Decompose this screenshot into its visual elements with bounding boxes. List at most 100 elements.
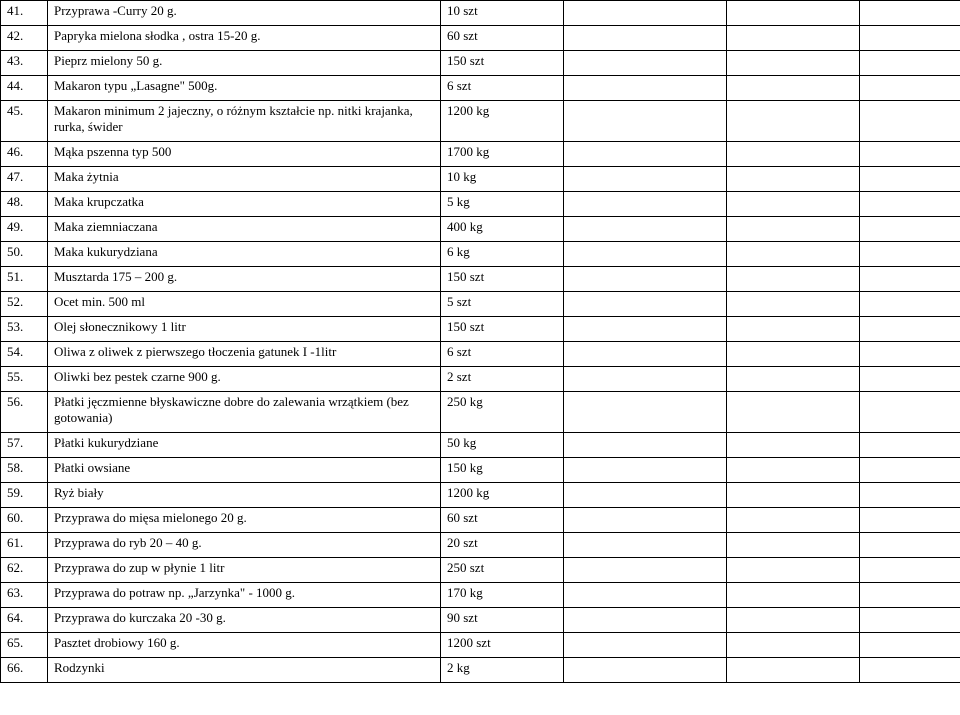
blank-cell (564, 342, 727, 367)
blank-cell (564, 458, 727, 483)
blank-cell (727, 217, 860, 242)
quantity: 150 szt (441, 267, 564, 292)
quantity: 250 kg (441, 392, 564, 433)
blank-cell (564, 633, 727, 658)
product-name: Ryż biały (48, 483, 441, 508)
blank-cell (727, 167, 860, 192)
product-name: Olej słonecznikowy 1 litr (48, 317, 441, 342)
blank-cell (860, 558, 960, 583)
quantity: 1200 kg (441, 483, 564, 508)
row-number: 64. (1, 608, 48, 633)
blank-cell (860, 458, 960, 483)
product-name: Oliwki bez pestek czarne 900 g. (48, 367, 441, 392)
quantity: 2 szt (441, 367, 564, 392)
blank-cell (860, 292, 960, 317)
blank-cell (564, 267, 727, 292)
blank-cell (564, 51, 727, 76)
row-number: 51. (1, 267, 48, 292)
quantity: 1200 kg (441, 101, 564, 142)
table-row: 53.Olej słonecznikowy 1 litr150 szt (1, 317, 960, 342)
row-number: 44. (1, 76, 48, 101)
quantity: 250 szt (441, 558, 564, 583)
table-row: 47.Maka żytnia10 kg (1, 167, 960, 192)
blank-cell (860, 142, 960, 167)
blank-cell (727, 633, 860, 658)
row-number: 53. (1, 317, 48, 342)
row-number: 57. (1, 433, 48, 458)
row-number: 56. (1, 392, 48, 433)
table-row: 50.Maka kukurydziana6 kg (1, 242, 960, 267)
product-table: 41.Przyprawa -Curry 20 g.10 szt42.Papryk… (0, 0, 960, 683)
blank-cell (564, 242, 727, 267)
blank-cell (564, 317, 727, 342)
quantity: 50 kg (441, 433, 564, 458)
row-number: 59. (1, 483, 48, 508)
product-name: Przyprawa do zup w płynie 1 litr (48, 558, 441, 583)
product-name: Przyprawa -Curry 20 g. (48, 1, 441, 26)
row-number: 43. (1, 51, 48, 76)
table-row: 41.Przyprawa -Curry 20 g.10 szt (1, 1, 960, 26)
row-number: 42. (1, 26, 48, 51)
table-row: 44.Makaron typu „Lasagne" 500g.6 szt (1, 76, 960, 101)
row-number: 45. (1, 101, 48, 142)
row-number: 50. (1, 242, 48, 267)
blank-cell (564, 483, 727, 508)
table-row: 65.Pasztet drobiowy 160 g.1200 szt (1, 633, 960, 658)
row-number: 58. (1, 458, 48, 483)
product-name: Pasztet drobiowy 160 g. (48, 633, 441, 658)
blank-cell (727, 101, 860, 142)
blank-cell (860, 267, 960, 292)
blank-cell (860, 658, 960, 683)
blank-cell (564, 533, 727, 558)
table-row: 45.Makaron minimum 2 jajeczny, o różnym … (1, 101, 960, 142)
row-number: 65. (1, 633, 48, 658)
blank-cell (727, 242, 860, 267)
product-name: Papryka mielona słodka , ostra 15-20 g. (48, 26, 441, 51)
quantity: 170 kg (441, 583, 564, 608)
blank-cell (564, 1, 727, 26)
product-name: Maka żytnia (48, 167, 441, 192)
blank-cell (860, 608, 960, 633)
product-name: Maka ziemniaczana (48, 217, 441, 242)
blank-cell (727, 658, 860, 683)
table-row: 55.Oliwki bez pestek czarne 900 g.2 szt (1, 367, 960, 392)
row-number: 41. (1, 1, 48, 26)
blank-cell (860, 633, 960, 658)
blank-cell (727, 292, 860, 317)
blank-cell (564, 583, 727, 608)
table-row: 57.Płatki kukurydziane50 kg (1, 433, 960, 458)
table-row: 46.Mąka pszenna typ 5001700 kg (1, 142, 960, 167)
blank-cell (564, 508, 727, 533)
quantity: 1700 kg (441, 142, 564, 167)
product-name: Przyprawa do kurczaka 20 -30 g. (48, 608, 441, 633)
product-name: Przyprawa do ryb 20 – 40 g. (48, 533, 441, 558)
product-name: Płatki owsiane (48, 458, 441, 483)
blank-cell (860, 533, 960, 558)
product-name: Pieprz mielony 50 g. (48, 51, 441, 76)
blank-cell (727, 26, 860, 51)
table-row: 43.Pieprz mielony 50 g.150 szt (1, 51, 960, 76)
blank-cell (564, 142, 727, 167)
blank-cell (860, 242, 960, 267)
product-name: Przyprawa do potraw np. „Jarzynka" - 100… (48, 583, 441, 608)
blank-cell (727, 533, 860, 558)
product-name: Rodzynki (48, 658, 441, 683)
quantity: 150 szt (441, 51, 564, 76)
blank-cell (727, 508, 860, 533)
blank-cell (564, 558, 727, 583)
blank-cell (860, 1, 960, 26)
blank-cell (564, 292, 727, 317)
table-row: 63.Przyprawa do potraw np. „Jarzynka" - … (1, 583, 960, 608)
blank-cell (860, 167, 960, 192)
product-name: Oliwa z oliwek z pierwszego tłoczenia ga… (48, 342, 441, 367)
product-name: Musztarda 175 – 200 g. (48, 267, 441, 292)
blank-cell (564, 167, 727, 192)
table-row: 49.Maka ziemniaczana400 kg (1, 217, 960, 242)
quantity: 5 szt (441, 292, 564, 317)
blank-cell (564, 608, 727, 633)
row-number: 62. (1, 558, 48, 583)
blank-cell (727, 583, 860, 608)
blank-cell (860, 51, 960, 76)
row-number: 47. (1, 167, 48, 192)
table-row: 54.Oliwa z oliwek z pierwszego tłoczenia… (1, 342, 960, 367)
